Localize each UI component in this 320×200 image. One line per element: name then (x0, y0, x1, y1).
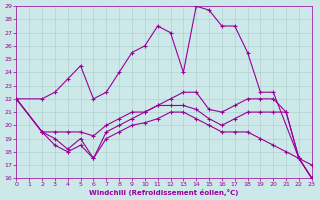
X-axis label: Windchill (Refroidissement éolien,°C): Windchill (Refroidissement éolien,°C) (89, 189, 239, 196)
